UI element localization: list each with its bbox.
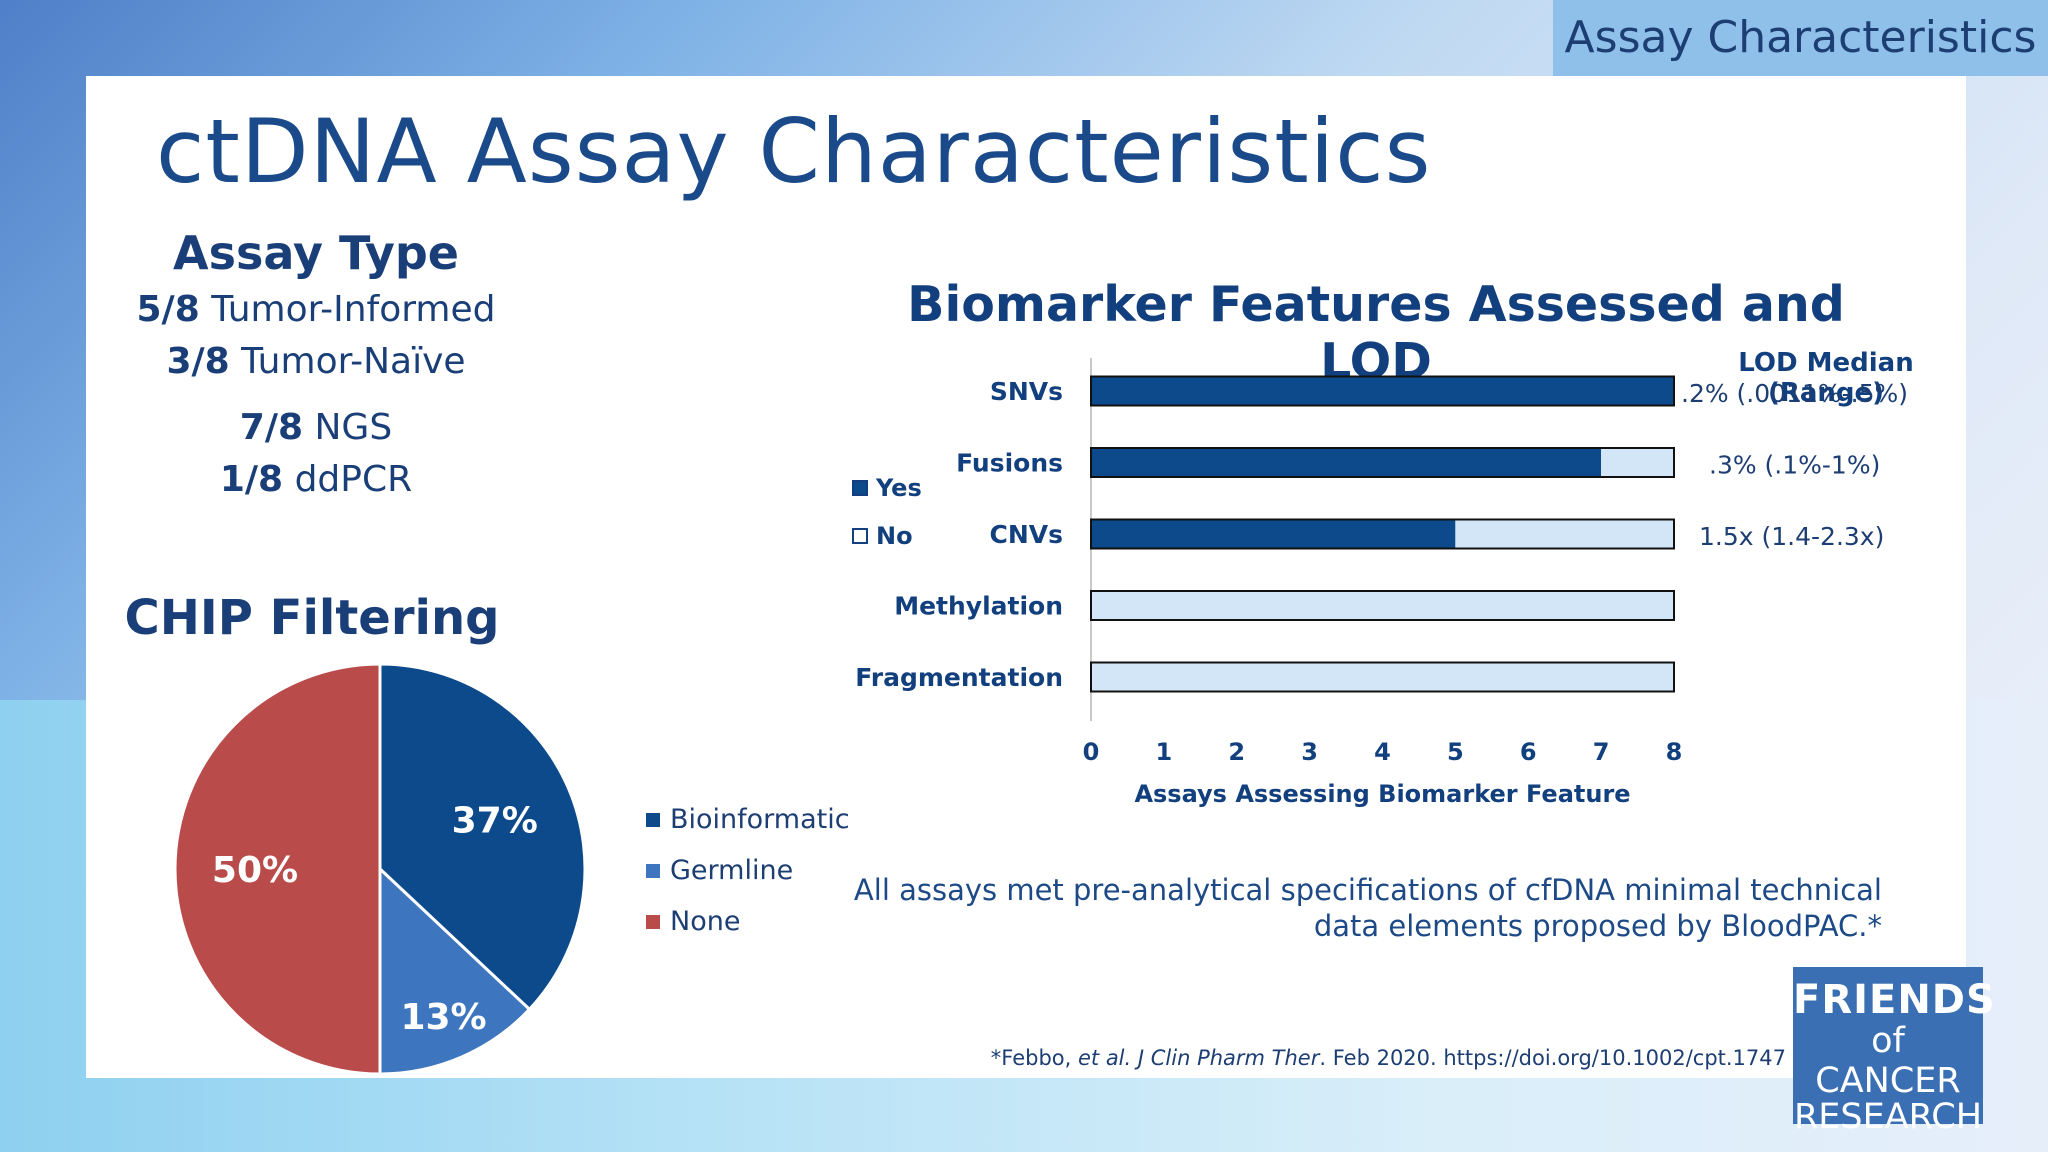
x-tick-label: 5 — [1447, 738, 1464, 766]
pie-slice-label: 37% — [452, 800, 538, 841]
bar-outline — [1090, 590, 1675, 621]
assay-type-count: 1/8 — [219, 459, 284, 500]
pie-slice-label: 50% — [212, 850, 298, 891]
lod-annotation: 1.5x (1.4-2.3x) — [1699, 522, 1884, 551]
bar-legend-label: No — [876, 522, 913, 550]
assay-type-count: 7/8 — [239, 407, 304, 448]
friends-of-cancer-research-logo: FRIENDS of CANCER RESEARCH — [1793, 967, 1996, 1137]
assay-type-count: 3/8 — [166, 341, 230, 382]
bar-chart: SNVs .2% (.0011%-.5%) Fusions .3% (.1%-1%) C… — [855, 358, 1908, 808]
bar-segment-yes — [1091, 376, 1674, 406]
x-tick-label: 4 — [1374, 738, 1391, 766]
legend-swatch — [646, 863, 660, 878]
pie-legend-item: Bioinformatic — [646, 794, 850, 845]
bloodpac-note: All assays met pre-analytical specificat… — [853, 873, 1882, 943]
bar-segment-yes — [1091, 448, 1602, 477]
bar-outline — [1090, 375, 1675, 407]
bar-outline — [1090, 518, 1675, 550]
x-axis-label: Assays Assessing Biomarker Feature — [1134, 780, 1630, 808]
logo-line: of CANCER — [1815, 1021, 1961, 1101]
lod-annotation: .3% (.1%-1%) — [1709, 451, 1880, 480]
legend-swatch — [646, 812, 660, 827]
category-label: Fragmentation — [855, 663, 1063, 692]
bar-segment-yes — [1091, 519, 1456, 549]
assay-type-heading: Assay Type — [172, 226, 460, 280]
legend-swatch — [646, 914, 660, 929]
legend-swatch — [852, 528, 868, 544]
assay-type-row: 1/8 ddPCR — [126, 454, 506, 506]
pie-chart-title: CHIP Filtering — [124, 590, 500, 646]
pie-slice-label: 13% — [400, 997, 486, 1038]
assay-type-block: Assay Type 5/8 Tumor-Informed 3/8 Tumor-… — [126, 226, 506, 506]
citation-rest: . Feb 2020. https://doi.org/10.1002/cpt.… — [1319, 1046, 1786, 1070]
pie-legend: Bioinformatic Germline None — [646, 794, 850, 947]
pie-legend-label: Germline — [670, 855, 794, 886]
bar-outline — [1090, 661, 1675, 693]
pie-legend-item: Germline — [646, 845, 850, 896]
bar-segment-no — [1091, 591, 1674, 620]
bar-segment-no — [1091, 662, 1674, 692]
logo-line: RESEARCH — [1793, 1097, 1983, 1137]
x-tick-label: 0 — [1083, 738, 1100, 766]
bar-legend-item: No — [852, 512, 922, 560]
slide-panel: ctDNA Assay Characteristics Assay Type 5… — [86, 76, 1966, 1078]
assay-type-label: NGS — [314, 407, 393, 448]
logo-line: FRIENDS — [1793, 977, 1996, 1023]
category-label: Fusions — [956, 449, 1063, 478]
x-tick-label: 8 — [1666, 738, 1683, 766]
bar-legend-label: Yes — [876, 474, 922, 502]
pie-slice-germline — [378, 865, 532, 1076]
bar-outline — [1090, 447, 1675, 478]
x-tick-label: 7 — [1593, 738, 1610, 766]
citation: *Febbo, et al. J Clin Pharm Ther. Feb 20… — [786, 1046, 1786, 1070]
pie-legend-item: None — [646, 896, 850, 947]
assay-type-label: Tumor-Informed — [211, 289, 496, 330]
pie-chart: 37% 13% 50% — [173, 662, 587, 1076]
bar-segment-no — [1601, 448, 1674, 477]
lod-annotation: .2% (.0011%-.5%) — [1681, 379, 1908, 408]
x-tick-label: 6 — [1520, 738, 1537, 766]
pie-slice-bioinformatic — [378, 662, 587, 1012]
bar-legend-item: Yes — [852, 464, 922, 512]
slide-title: ctDNA Assay Characteristics — [156, 100, 1432, 203]
bar-segment-no — [1455, 519, 1674, 549]
category-label: Methylation — [894, 592, 1063, 621]
category-label: CNVs — [990, 520, 1064, 549]
citation-prefix: *Febbo, — [990, 1046, 1078, 1070]
assay-type-label: ddPCR — [294, 459, 413, 500]
x-tick-label: 2 — [1228, 738, 1245, 766]
assay-type-row: 7/8 NGS — [126, 402, 506, 454]
lod-header: LOD Median (Range) — [1738, 348, 1914, 408]
x-tick-label: 1 — [1156, 738, 1173, 766]
section-tag: Assay Characteristics — [1553, 0, 2048, 76]
citation-journal: J Clin Pharm Ther — [1131, 1046, 1320, 1070]
category-label: SNVs — [990, 377, 1063, 406]
assay-type-row: 5/8 Tumor-Informed — [126, 284, 506, 336]
citation-etal: et al. — [1077, 1046, 1132, 1070]
legend-swatch — [852, 480, 868, 496]
assay-type-label: Tumor-Naïve — [241, 341, 466, 382]
assay-type-row: 3/8 Tumor-Naïve — [126, 336, 506, 388]
assay-type-count: 5/8 — [136, 289, 200, 330]
pie-legend-label: Bioinformatic — [670, 804, 850, 835]
bar-legend: Yes No — [852, 464, 922, 560]
x-tick-label: 3 — [1301, 738, 1318, 766]
pie-legend-label: None — [670, 906, 741, 937]
pie-slice-none — [173, 662, 382, 1076]
